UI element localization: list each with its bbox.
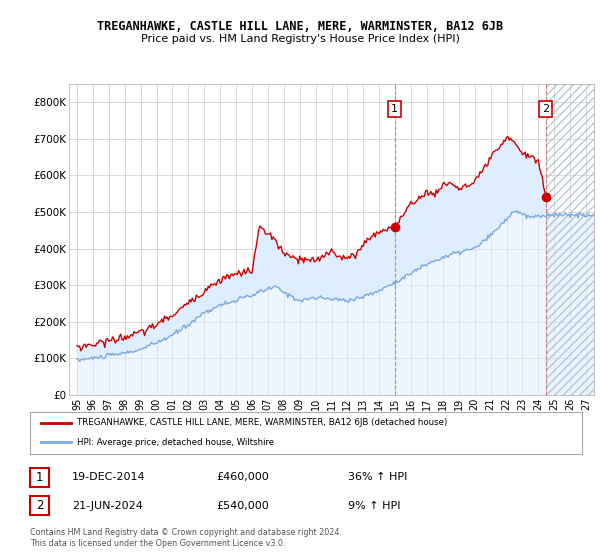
Text: 1: 1: [36, 470, 43, 484]
Text: 2: 2: [542, 104, 550, 114]
Text: 36% ↑ HPI: 36% ↑ HPI: [348, 472, 407, 482]
Text: 1: 1: [391, 104, 398, 114]
Text: 9% ↑ HPI: 9% ↑ HPI: [348, 501, 401, 511]
Text: £540,000: £540,000: [216, 501, 269, 511]
Text: HPI: Average price, detached house, Wiltshire: HPI: Average price, detached house, Wilt…: [77, 438, 274, 447]
Text: 2: 2: [36, 499, 43, 512]
Text: TREGANHAWKE, CASTLE HILL LANE, MERE, WARMINSTER, BA12 6JB (detached house): TREGANHAWKE, CASTLE HILL LANE, MERE, WAR…: [77, 418, 447, 427]
Text: Contains HM Land Registry data © Crown copyright and database right 2024.
This d: Contains HM Land Registry data © Crown c…: [30, 528, 342, 548]
Text: TREGANHAWKE, CASTLE HILL LANE, MERE, WARMINSTER, BA12 6JB: TREGANHAWKE, CASTLE HILL LANE, MERE, WAR…: [97, 20, 503, 32]
Text: 21-JUN-2024: 21-JUN-2024: [72, 501, 143, 511]
Text: Price paid vs. HM Land Registry's House Price Index (HPI): Price paid vs. HM Land Registry's House …: [140, 34, 460, 44]
Text: £460,000: £460,000: [216, 472, 269, 482]
Text: 19-DEC-2014: 19-DEC-2014: [72, 472, 146, 482]
